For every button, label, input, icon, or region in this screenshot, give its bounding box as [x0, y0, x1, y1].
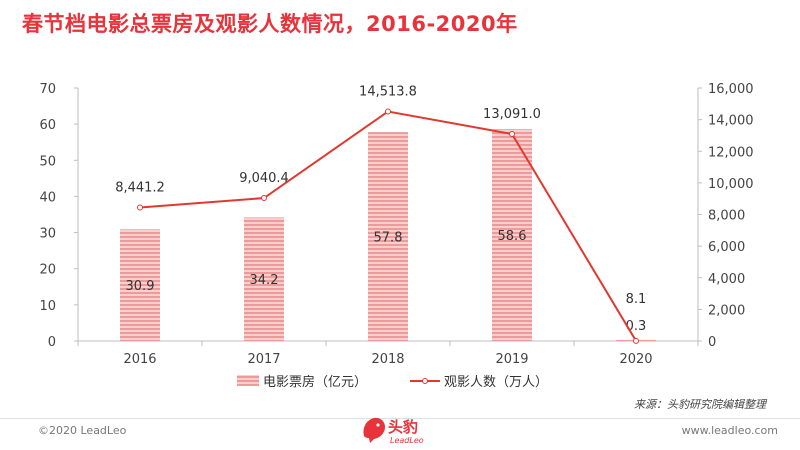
- line-value-label: 9,040.4: [239, 171, 289, 186]
- y-right-tick-label: 16,000: [708, 82, 754, 97]
- y-left-tick-label: 40: [39, 190, 56, 205]
- y-left-tick-label: 10: [39, 299, 56, 314]
- bar-value-label: 57.8: [374, 231, 403, 246]
- leopard-icon: [363, 417, 385, 443]
- y-left-tick-label: 0: [48, 335, 56, 350]
- y-right-tick-label: 14,000: [708, 114, 754, 129]
- x-tick-label: 2016: [123, 352, 156, 367]
- bar-2019: [492, 129, 532, 341]
- y-left-tick-label: 70: [39, 82, 56, 97]
- line-value-label: 14,513.8: [359, 85, 417, 100]
- line-point-2016: [137, 204, 143, 211]
- line-point-2018: [385, 108, 391, 115]
- copyright-text: ©2020 LeadLeo: [38, 424, 127, 437]
- source-note: 来源：头豹研究院编辑整理: [634, 398, 766, 411]
- bar-value-label: 58.6: [498, 229, 527, 244]
- legend-line-marker: [422, 378, 428, 384]
- leadleo-logo: 头豹 LeadLeo: [360, 414, 450, 448]
- line-value-label: 8.1: [626, 292, 647, 307]
- bar-2018: [368, 132, 408, 341]
- y-left-tick-label: 60: [39, 118, 56, 133]
- x-tick-label: 2018: [371, 352, 404, 367]
- y-right-tick-label: 6,000: [708, 240, 745, 255]
- legend-line-label: 观影人数（万人）: [444, 375, 548, 390]
- line-point-2019: [509, 130, 515, 137]
- y-right-tick-label: 4,000: [708, 272, 745, 287]
- line-point-2017: [261, 195, 267, 202]
- line-value-label: 13,091.0: [483, 107, 541, 122]
- y-right-tick-label: 0: [708, 335, 716, 350]
- line-value-label: 8,441.2: [115, 181, 165, 196]
- logo-subtext: LeadLeo: [390, 436, 424, 445]
- x-tick-label: 2019: [495, 352, 528, 367]
- bar-value-label: 30.9: [126, 279, 155, 294]
- bar-2016: [120, 229, 160, 341]
- legend-bar-swatch: [237, 375, 259, 386]
- chart-title: 春节档电影总票房及观影人数情况，2016-2020年: [22, 12, 518, 36]
- x-tick-label: 2020: [619, 352, 652, 367]
- y-right-tick-label: 10,000: [708, 177, 754, 192]
- y-left-tick-label: 30: [39, 227, 56, 242]
- legend-bar-label: 电影票房（亿元）: [263, 374, 367, 390]
- website-url[interactable]: www.leadleo.com: [681, 424, 778, 437]
- footer-divider: [0, 418, 800, 419]
- logo-text: 头豹: [388, 418, 419, 436]
- line-point-2020: [633, 337, 639, 344]
- x-tick-label: 2017: [247, 352, 280, 367]
- y-right-tick-label: 8,000: [708, 209, 745, 224]
- y-left-tick-label: 20: [39, 263, 56, 278]
- y-right-tick-label: 2,000: [708, 303, 745, 318]
- y-right-tick-label: 12,000: [708, 145, 754, 160]
- bar-value-label: 34.2: [250, 273, 279, 288]
- bar-2017: [244, 217, 284, 341]
- y-left-tick-label: 50: [39, 154, 56, 169]
- bar-value-label: 0.3: [626, 319, 647, 334]
